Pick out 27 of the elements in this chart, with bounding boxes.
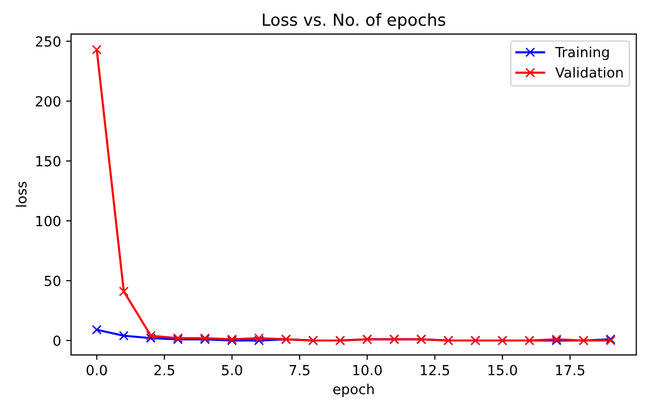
y-tick-label: 100 bbox=[36, 216, 60, 226]
point bbox=[92, 44, 102, 55]
y-tick-label: 200 bbox=[36, 96, 60, 107]
legend-label: Training bbox=[555, 46, 609, 60]
x-tick-label: 15.0 bbox=[488, 364, 517, 376]
point bbox=[254, 336, 264, 346]
x-tick-label: 10.0 bbox=[353, 364, 382, 376]
y-tick-label: 150 bbox=[36, 156, 60, 166]
x-tick-label: 2.5 bbox=[154, 364, 174, 376]
chart-title: Loss vs. No. of epochs bbox=[262, 13, 446, 30]
point bbox=[118, 330, 129, 341]
y-tick-label: 250 bbox=[36, 36, 60, 47]
x-tick-label: 0.0 bbox=[86, 364, 107, 376]
x-tick-label: 7.5 bbox=[290, 365, 310, 376]
y-tick-label: 50 bbox=[44, 276, 60, 286]
legend-label: Validation bbox=[555, 66, 623, 78]
x-tick-label: 12.5 bbox=[420, 364, 450, 376]
point bbox=[146, 330, 156, 341]
x-tick-label: 5.0 bbox=[222, 364, 242, 376]
x-tick-label: 17.5 bbox=[556, 365, 584, 376]
y-tick-label: 0 bbox=[53, 335, 60, 346]
point bbox=[254, 333, 264, 343]
point bbox=[92, 324, 102, 335]
y-axis-title: loss bbox=[16, 182, 27, 207]
x-axis-title: epoch bbox=[333, 384, 374, 398]
point bbox=[146, 333, 156, 343]
point bbox=[118, 286, 129, 296]
